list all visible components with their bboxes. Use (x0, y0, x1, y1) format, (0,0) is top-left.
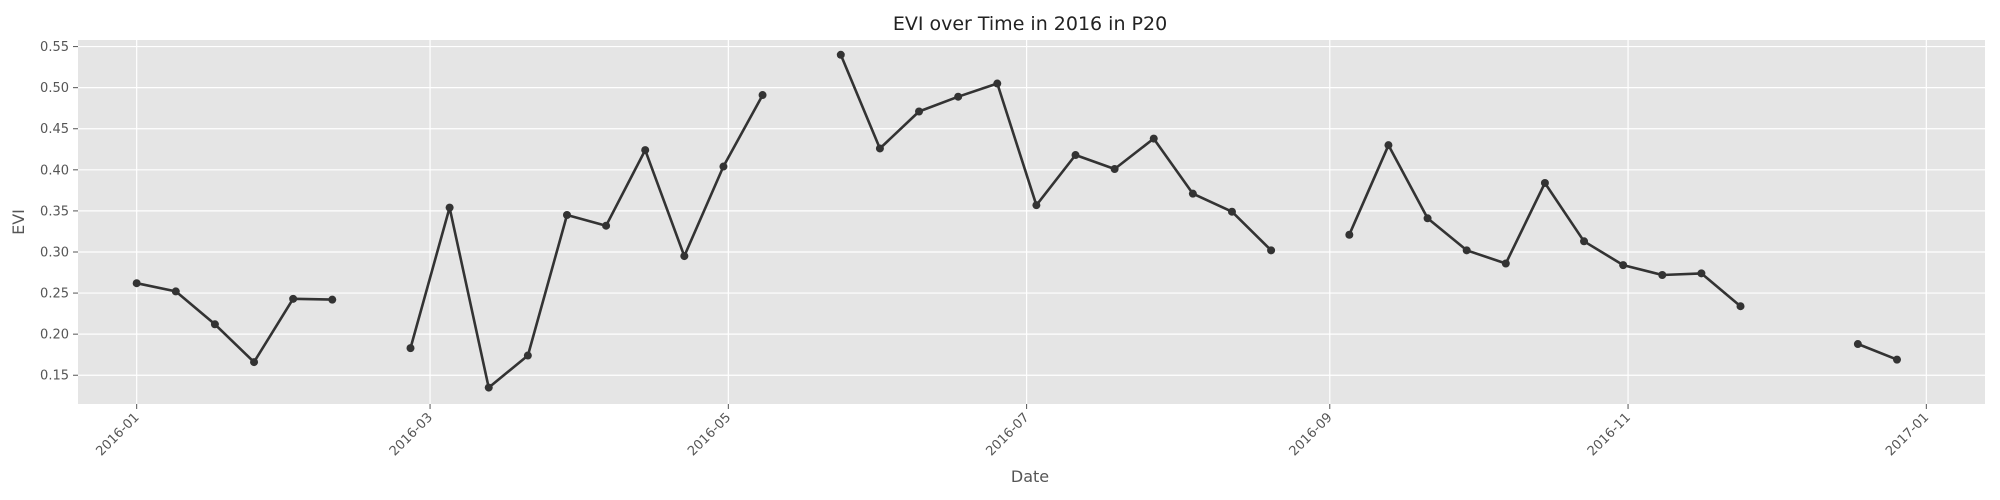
data-point (1658, 270, 1667, 279)
data-point (289, 294, 298, 303)
data-point (758, 91, 767, 100)
data-point (132, 279, 141, 288)
y-tick-label: 0.20 (40, 328, 69, 343)
data-point (719, 162, 728, 171)
y-tick-label: 0.55 (40, 40, 69, 55)
series (132, 50, 1901, 392)
data-point (1149, 134, 1158, 143)
data-point (1736, 302, 1745, 311)
data-point (875, 144, 884, 153)
data-point (1071, 151, 1080, 160)
data-point (680, 252, 689, 261)
gridlines (78, 40, 1985, 404)
data-point (954, 92, 963, 101)
data-point (1188, 189, 1197, 198)
data-point (1892, 355, 1901, 364)
data-point (1384, 141, 1393, 150)
y-axis-label: EVI (9, 209, 28, 235)
data-point (1580, 237, 1589, 246)
data-point (1423, 214, 1432, 223)
y-tick-label: 0.35 (40, 204, 69, 219)
y-tick-label: 0.25 (40, 287, 69, 302)
data-point (1619, 261, 1628, 270)
data-point (1501, 259, 1510, 268)
data-point (406, 344, 415, 353)
data-point (250, 358, 259, 367)
y-tick-label: 0.15 (40, 369, 69, 384)
data-point (1540, 178, 1549, 187)
y-tick-label: 0.40 (40, 163, 69, 178)
x-tick-label: 2017-01 (1883, 410, 1932, 459)
data-point (171, 287, 180, 296)
data-point (1697, 269, 1706, 278)
data-point (562, 211, 571, 220)
x-axis-label: Date (1011, 467, 1049, 486)
y-tick-label: 0.30 (40, 245, 69, 260)
chart-title: EVI over Time in 2016 in P20 (893, 13, 1167, 35)
x-tick-label: 2016-01 (93, 410, 142, 459)
data-point (1853, 340, 1862, 349)
y-tick-label: 0.45 (40, 122, 69, 137)
data-point (1462, 246, 1471, 255)
data-point (1345, 230, 1354, 239)
y-tick-label: 0.50 (40, 81, 69, 96)
x-tick-label: 2016-03 (387, 410, 436, 459)
data-point (915, 107, 924, 116)
x-tick-label: 2016-07 (983, 410, 1032, 459)
data-point (328, 295, 337, 304)
data-point (836, 50, 845, 59)
x-tick-label: 2016-11 (1585, 410, 1634, 459)
data-point (484, 383, 493, 392)
data-point (1227, 207, 1236, 216)
data-point (1032, 201, 1041, 210)
data-point (210, 320, 219, 329)
data-point (523, 351, 532, 360)
data-point (602, 221, 611, 230)
x-tick-label: 2016-09 (1287, 410, 1336, 459)
data-point (1110, 165, 1119, 174)
data-point (445, 203, 454, 212)
series-line (135, 53, 1899, 389)
data-point (993, 79, 1002, 88)
x-tick-label: 2016-05 (685, 410, 734, 459)
data-point (641, 146, 650, 155)
plot-area (78, 40, 1985, 404)
data-point (1267, 246, 1276, 255)
